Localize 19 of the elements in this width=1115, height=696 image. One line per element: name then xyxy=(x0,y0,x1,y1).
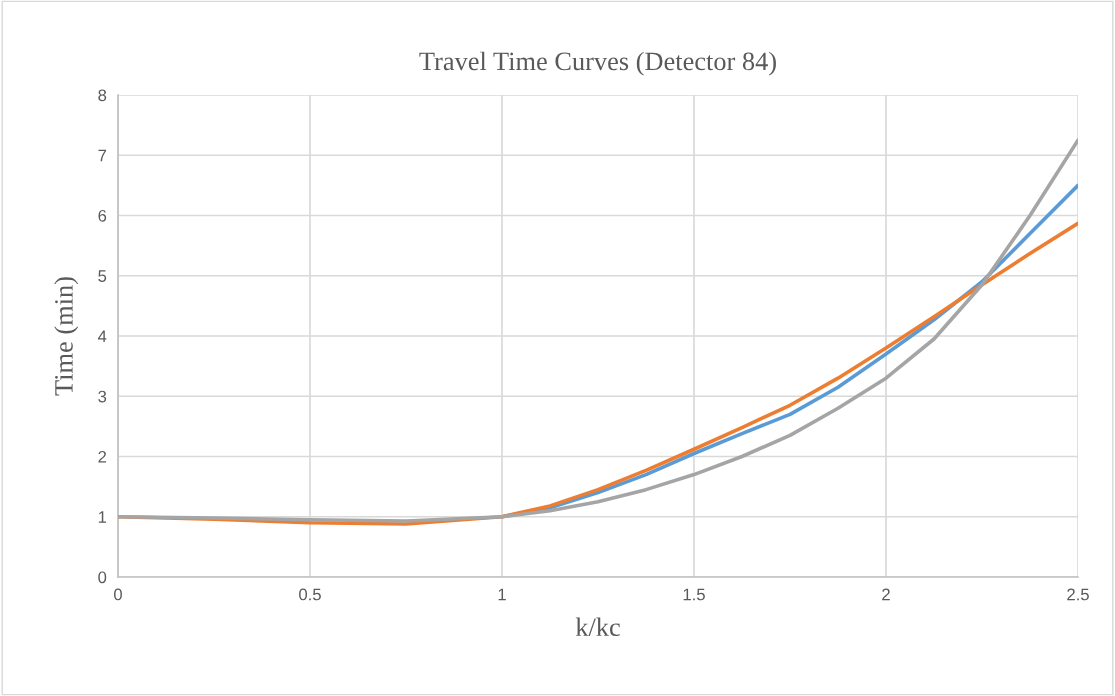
x-tick-label: 0 xyxy=(114,588,122,601)
x-tick-label: 2.5 xyxy=(1067,588,1089,601)
y-tick-label: 5 xyxy=(98,270,107,282)
y-tick-label: 8 xyxy=(98,89,107,102)
line-series xyxy=(118,138,1078,523)
y-tick-label: 0 xyxy=(98,571,107,584)
x-tick-label: 1 xyxy=(498,588,506,601)
x-tick-label: 0.5 xyxy=(299,588,321,601)
chart-title: Travel Time Curves (Detector 84) xyxy=(419,51,776,76)
x-axis-title: k/kc xyxy=(575,617,620,637)
x-tick-label: 2 xyxy=(882,588,890,601)
y-axis-title: Time (min) xyxy=(54,277,79,396)
x-tick-label: 1.5 xyxy=(683,588,705,601)
y-tick-label: 7 xyxy=(98,149,107,162)
y-tick-label: 3 xyxy=(98,390,107,403)
y-tick-label: 4 xyxy=(98,330,107,343)
y-tick-label: 1 xyxy=(98,511,107,523)
y-tick-label: 6 xyxy=(98,209,107,222)
y-tick-label: 2 xyxy=(98,450,107,463)
